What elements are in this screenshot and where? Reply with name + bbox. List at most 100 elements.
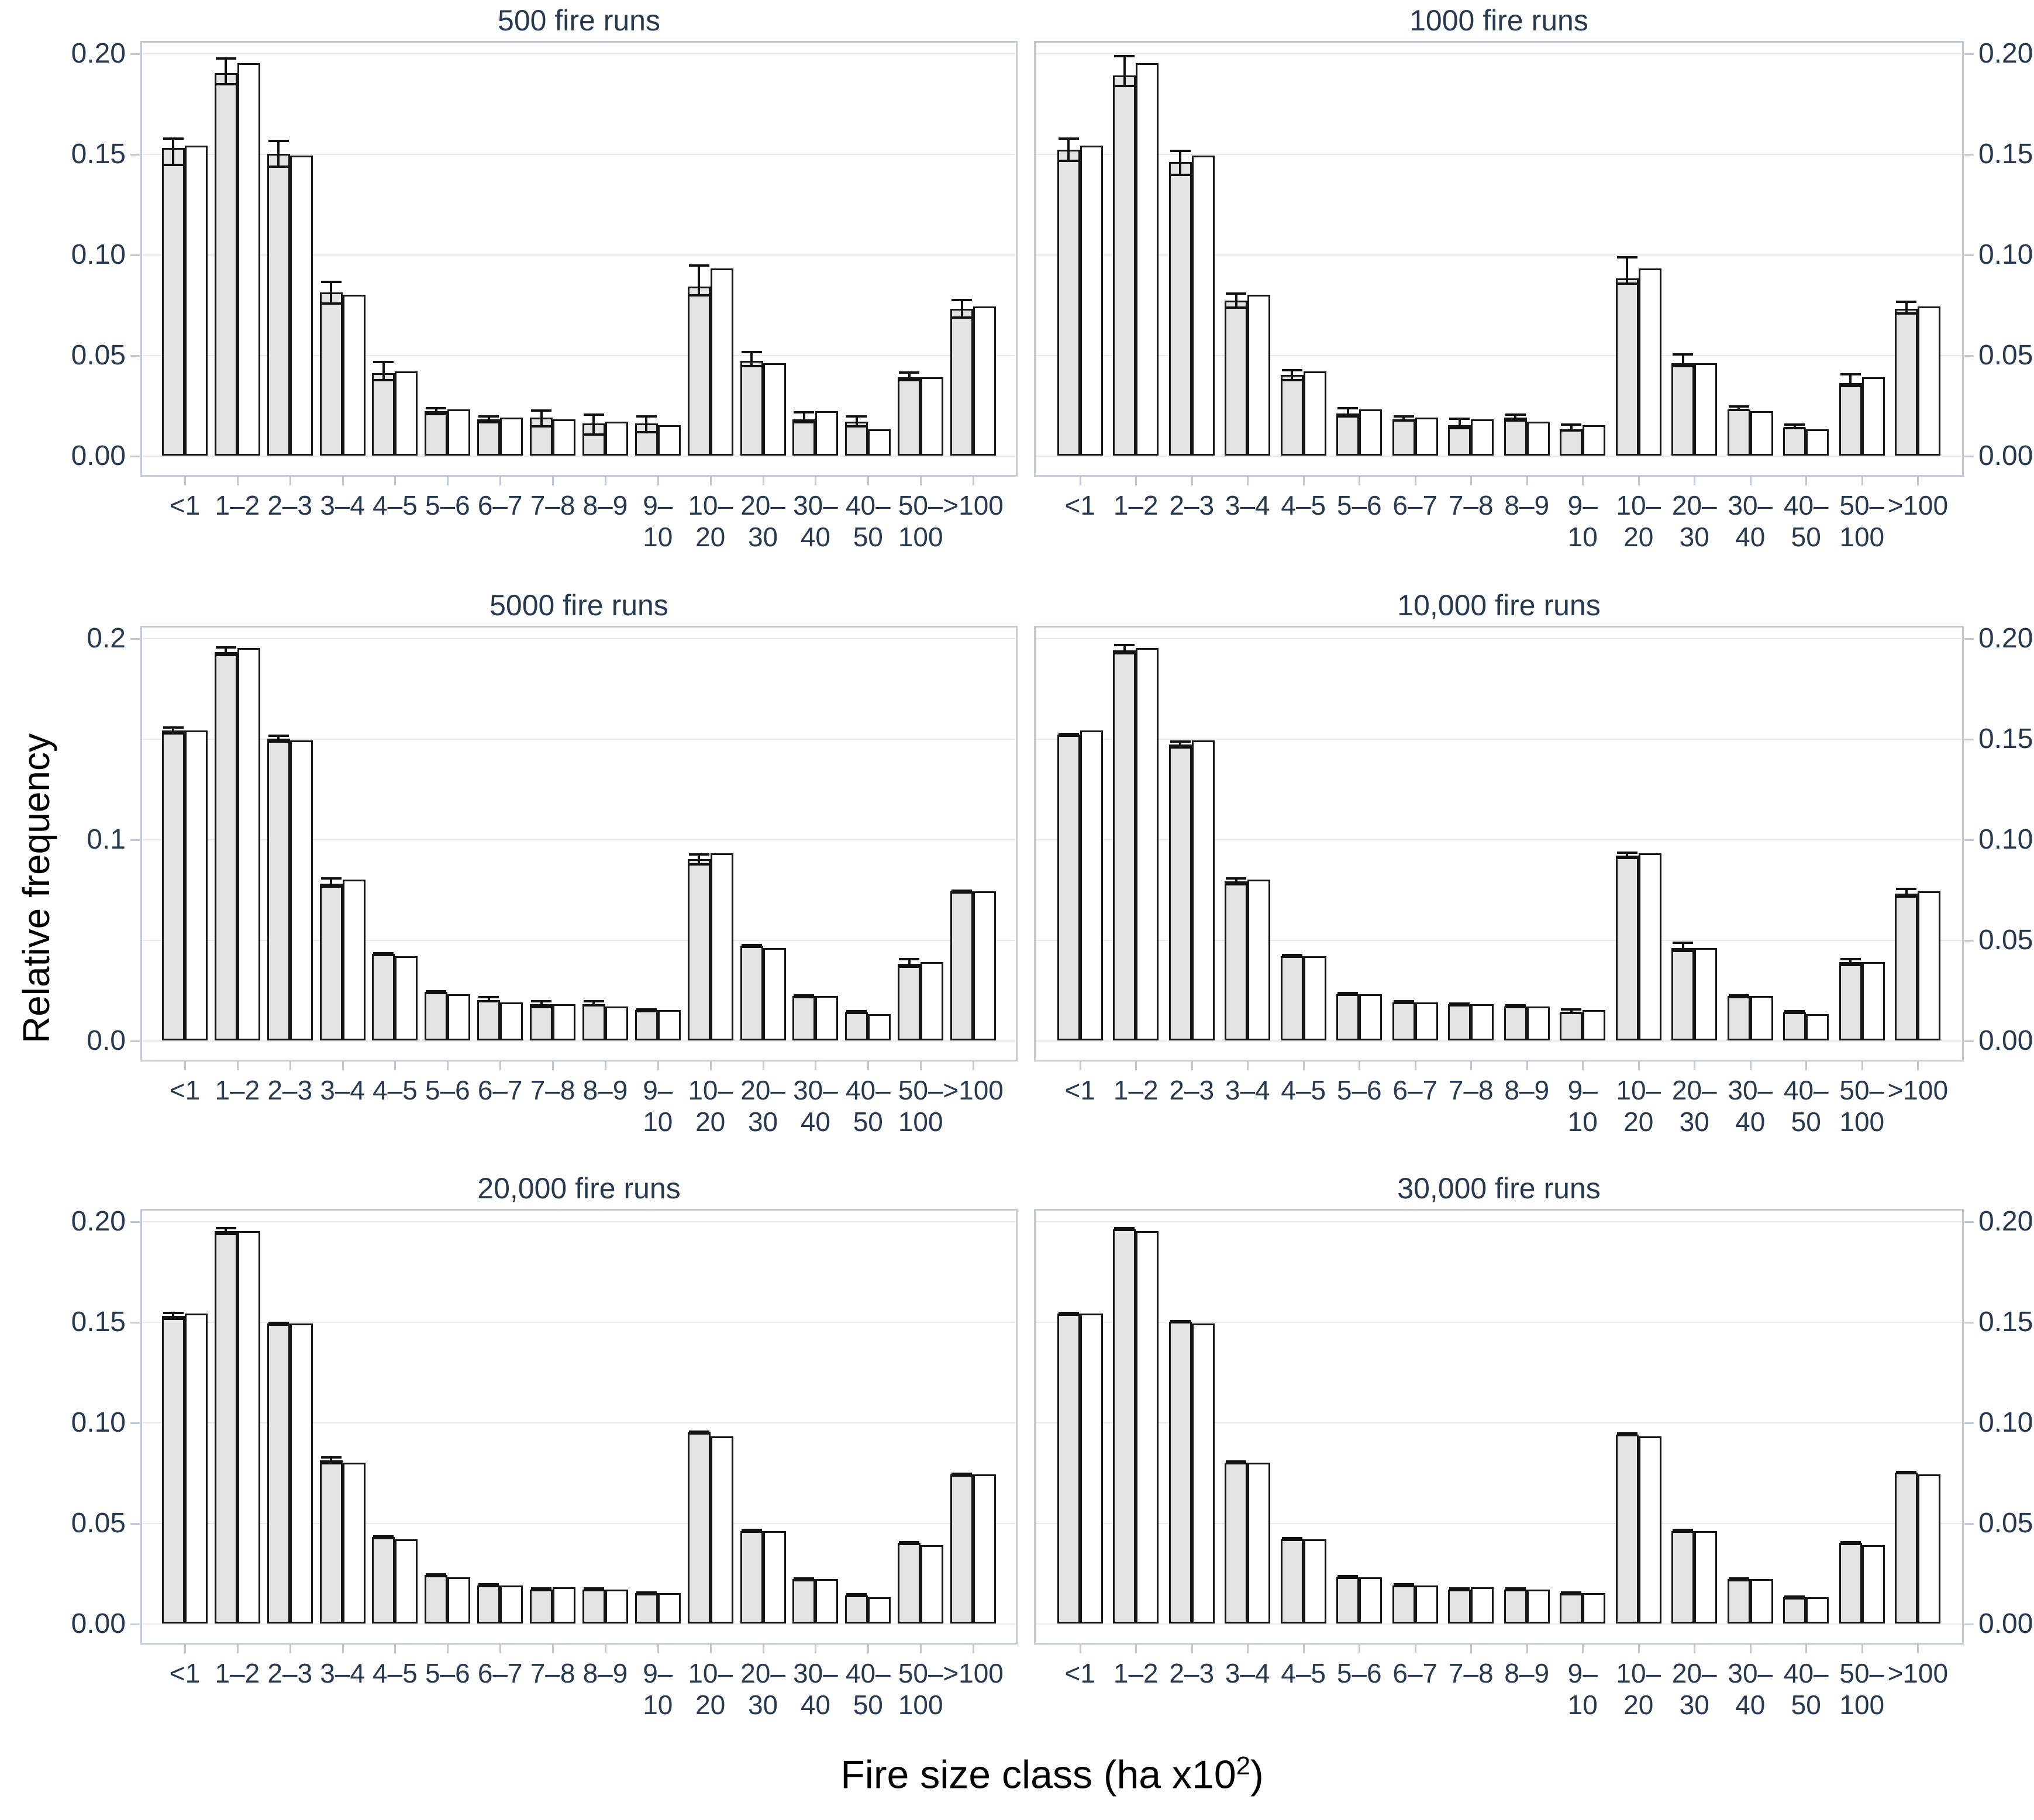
bar-simulated — [1839, 1543, 1862, 1623]
error-bar-line — [592, 1000, 595, 1006]
bar-observed — [1918, 306, 1941, 456]
bar-simulated — [425, 411, 448, 456]
bar-simulated — [530, 1004, 553, 1040]
error-bar-cap-top — [1840, 1540, 1861, 1543]
bar-observed — [1471, 1004, 1494, 1040]
error-bar-line — [225, 646, 227, 656]
x-tick-label-line: 2–3 — [1169, 490, 1215, 521]
error-bar-line — [1626, 256, 1629, 285]
x-tick-label: 40– 50 — [815, 1074, 921, 1138]
bar-observed — [1247, 880, 1271, 1040]
x-tick-label-line: 7–8 — [530, 1658, 575, 1688]
x-tick-label: <1 — [1028, 1074, 1133, 1106]
y-tick-label: 0.15 — [1978, 139, 2033, 170]
error-bar-cap-bottom — [1114, 1229, 1135, 1232]
x-tick-label-line: 4–5 — [373, 1075, 418, 1105]
x-tick-label-line: 4–5 — [1281, 1658, 1326, 1688]
bar-simulated — [1280, 956, 1304, 1040]
y-tick-mark — [1964, 1221, 1974, 1223]
error-bar-cap-top — [163, 726, 184, 729]
x-tick-label-line: 50 — [853, 1107, 883, 1137]
bar-simulated — [319, 1460, 343, 1623]
bar-observed — [605, 422, 628, 456]
x-tick-mark — [1805, 1061, 1808, 1070]
bar-simulated — [1783, 1597, 1807, 1623]
error-bar-cap-top — [1449, 1002, 1470, 1005]
x-tick-label: 7–8 — [1418, 1657, 1523, 1689]
x-tick-label-line: 10– — [688, 490, 733, 521]
error-bar-cap-bottom — [846, 1595, 867, 1598]
bar-simulated — [530, 1590, 553, 1623]
bar-simulated — [1225, 881, 1248, 1040]
x-tick-label-line: 30– — [1728, 1658, 1773, 1688]
error-bar-cap-bottom — [320, 1462, 342, 1465]
x-tick-label: 1–2 — [185, 490, 290, 521]
bar-simulated — [1225, 1463, 1248, 1623]
error-bar-cap-top — [952, 298, 973, 301]
x-tick-label-line: 6–7 — [1392, 1075, 1438, 1105]
x-tick-mark — [1302, 1645, 1305, 1653]
x-tick-label-line: 50– — [1839, 1658, 1885, 1688]
bar-observed — [815, 1579, 839, 1623]
error-bar-cap-top — [1114, 1227, 1135, 1230]
bar-observed — [815, 411, 839, 456]
error-bar-cap-top — [478, 1583, 499, 1586]
x-tick-mark — [1135, 1645, 1137, 1653]
x-tick-mark — [920, 477, 922, 485]
x-tick-label-line: 10 — [1567, 522, 1598, 552]
bar-simulated — [1615, 278, 1639, 456]
x-tick-label-line: 50– — [898, 490, 943, 521]
x-tick-label-line: 8–9 — [582, 490, 628, 521]
bar-simulated — [1448, 1004, 1471, 1040]
x-tick-mark — [499, 1645, 502, 1653]
x-tick-label-line: <1 — [169, 490, 201, 521]
gridline-0.1 — [142, 839, 1016, 840]
bar-simulated — [1057, 1314, 1080, 1623]
error-bar-cap-bottom — [1728, 995, 1749, 998]
bar-simulated — [582, 423, 605, 456]
error-bar-cap-bottom — [583, 1004, 604, 1006]
error-bar-cap-top — [215, 646, 236, 649]
error-bar-cap-top — [1170, 740, 1191, 743]
bar-observed — [289, 156, 313, 456]
bar-simulated — [1560, 429, 1583, 456]
x-tick-label-line: 50– — [1839, 490, 1885, 521]
x-tick-label-line: 3–4 — [1225, 1075, 1270, 1105]
error-bar-cap-top — [1449, 1587, 1470, 1590]
error-bar-cap-top — [1561, 423, 1582, 426]
x-tick-mark — [1247, 1061, 1249, 1070]
x-tick-label-line: 2–3 — [267, 1075, 313, 1105]
x-tick-label: 30– 40 — [763, 490, 868, 553]
gridline-0.05 — [142, 940, 1016, 941]
error-bar-cap-bottom — [1840, 385, 1861, 388]
error-bar-cap-top — [1616, 1432, 1637, 1435]
bar-simulated — [1448, 425, 1471, 456]
bar-observed — [1694, 948, 1718, 1040]
bar-simulated — [1839, 383, 1862, 456]
x-tick-label-line: 9– — [643, 1658, 673, 1688]
x-tick-label: 1–2 — [1083, 1657, 1188, 1689]
error-bar-cap-top — [846, 1593, 867, 1596]
x-tick-label-line: 1–2 — [1113, 1658, 1159, 1688]
bar-observed — [1415, 1002, 1438, 1040]
bar-simulated — [1615, 1435, 1639, 1623]
bar-observed — [289, 740, 313, 1040]
bar-simulated — [1671, 1531, 1695, 1623]
y-tick-mark — [130, 1322, 140, 1323]
x-tick-label-line: 40 — [1735, 1690, 1766, 1720]
y-tick-label: 0.20 — [1978, 1206, 2033, 1237]
bar-observed — [1750, 1579, 1773, 1623]
error-bar-cap-bottom — [1728, 409, 1749, 412]
x-tick-mark — [1917, 1645, 1919, 1653]
gridline-0.1 — [142, 1422, 1016, 1423]
gridline-0.05 — [1036, 940, 1962, 941]
x-tick-mark — [1414, 1061, 1416, 1070]
x-tick-label: 2–3 — [237, 1074, 343, 1106]
bar-observed — [710, 268, 733, 456]
error-bar-cap-top — [1784, 423, 1805, 426]
bar-simulated — [898, 1543, 921, 1623]
error-bar-cap-bottom — [1561, 1592, 1582, 1595]
error-bar-line — [960, 298, 963, 319]
error-bar-cap-top — [636, 415, 657, 418]
bar-simulated — [792, 996, 816, 1040]
